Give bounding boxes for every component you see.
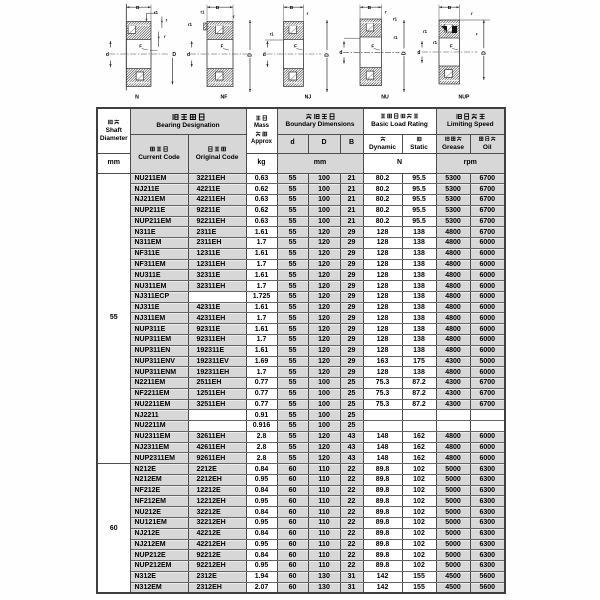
svg-text:F: F [294,44,297,49]
svg-text:r: r [166,18,168,23]
svg-text:NUP: NUP [459,95,470,101]
svg-text:d: d [417,50,420,56]
svg-text:D: D [325,53,331,57]
svg-text:d: d [106,52,109,58]
svg-text:F: F [139,44,142,49]
svg-text:r1: r1 [188,22,193,27]
svg-text:D: D [248,53,254,57]
svg-text:r: r [307,11,309,16]
svg-text:d: d [263,52,266,58]
svg-text:d: d [339,50,342,56]
svg-text:r: r [164,34,166,39]
svg-text:NF: NF [221,95,228,101]
svg-text:NJ: NJ [305,95,312,101]
svg-text:N: N [135,95,139,101]
svg-text:F: F [221,44,224,49]
svg-text:NU: NU [381,95,389,101]
svg-text:r1: r1 [394,35,399,40]
svg-text:F: F [371,44,374,49]
svg-text:r: r [471,11,473,16]
svg-text:r: r [233,14,235,19]
svg-text:D: D [481,51,487,55]
svg-text:d: d [187,52,190,58]
svg-text:r1: r1 [393,17,398,22]
svg-text:r1: r1 [433,40,438,45]
svg-text:B: B [216,5,220,11]
svg-text:r1: r1 [270,32,275,37]
svg-text:B: B [290,5,294,11]
svg-text:r: r [385,10,387,15]
svg-text:B: B [368,5,372,11]
svg-text:B: B [136,5,140,11]
svg-text:B: B [448,5,452,11]
svg-text:F: F [450,44,453,49]
svg-text:r1: r1 [423,29,428,34]
svg-text:D: D [402,51,408,55]
svg-text:r1: r1 [154,10,159,15]
svg-text:r1: r1 [201,10,206,15]
svg-text:r: r [476,32,478,37]
svg-text:D: D [172,52,176,58]
